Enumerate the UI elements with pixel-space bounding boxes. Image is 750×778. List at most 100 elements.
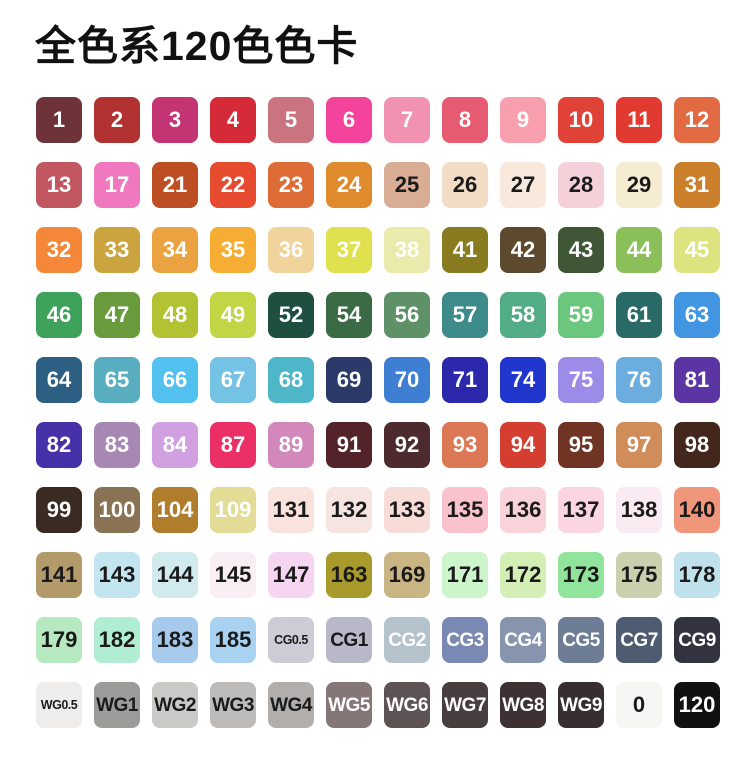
color-swatch-33: 33 <box>94 227 140 273</box>
swatch-label: 109 <box>214 497 252 522</box>
swatch-label: 82 <box>46 432 72 457</box>
swatch-label: 81 <box>684 367 710 392</box>
color-swatch-95: 95 <box>558 422 604 468</box>
color-swatch-CG7: CG7 <box>616 617 662 663</box>
swatch-label: 47 <box>104 302 130 327</box>
swatch-label: 144 <box>156 562 194 587</box>
color-swatch-131: 131 <box>268 487 314 533</box>
swatch-label: 35 <box>220 237 246 262</box>
swatch-label: 99 <box>46 497 72 522</box>
color-swatch-172: 172 <box>500 552 546 598</box>
color-swatch-70: 70 <box>384 357 430 403</box>
swatch-label: 49 <box>220 302 246 327</box>
swatch-label: 74 <box>510 367 536 392</box>
swatch-label: 66 <box>162 367 188 392</box>
swatch-label: CG5 <box>562 629 600 651</box>
swatch-label: 36 <box>278 237 304 262</box>
color-swatch-4: 4 <box>210 97 256 143</box>
swatch-label: 133 <box>388 497 426 522</box>
swatch-label: 69 <box>336 367 362 392</box>
swatch-label: 68 <box>278 367 304 392</box>
swatch-label: 100 <box>98 497 136 522</box>
color-swatch-6: 6 <box>326 97 372 143</box>
swatch-label: 63 <box>684 302 710 327</box>
swatch-label: 182 <box>98 627 136 652</box>
color-swatch-81: 81 <box>674 357 720 403</box>
color-swatch-173: 173 <box>558 552 604 598</box>
color-swatch-182: 182 <box>94 617 140 663</box>
color-swatch-141: 141 <box>36 552 82 598</box>
swatch-label: 171 <box>446 562 484 587</box>
swatch-label: 43 <box>568 237 594 262</box>
color-swatch-175: 175 <box>616 552 662 598</box>
color-swatch-71: 71 <box>442 357 488 403</box>
color-swatch-1: 1 <box>36 97 82 143</box>
color-swatch-94: 94 <box>500 422 546 468</box>
color-swatch-23: 23 <box>268 162 314 208</box>
color-swatch-93: 93 <box>442 422 488 468</box>
swatch-label: 163 <box>330 562 368 587</box>
swatch-label: WG3 <box>212 694 254 716</box>
color-swatch-WG8: WG8 <box>500 682 546 728</box>
color-swatch-109: 109 <box>210 487 256 533</box>
color-swatch-10: 10 <box>558 97 604 143</box>
swatch-label: 83 <box>104 432 130 457</box>
color-swatch-54: 54 <box>326 292 372 338</box>
swatch-label: 172 <box>504 562 542 587</box>
color-swatch-41: 41 <box>442 227 488 273</box>
swatch-label: 37 <box>336 237 362 262</box>
color-swatch-13: 13 <box>36 162 82 208</box>
color-swatch-52: 52 <box>268 292 314 338</box>
color-swatch-120: 120 <box>674 682 720 728</box>
color-swatch-26: 26 <box>442 162 488 208</box>
swatch-label: 57 <box>452 302 478 327</box>
swatch-label: 5 <box>284 107 298 132</box>
color-swatch-11: 11 <box>616 97 662 143</box>
swatch-label: 29 <box>626 172 652 197</box>
color-swatch-89: 89 <box>268 422 314 468</box>
color-swatch-WG7: WG7 <box>442 682 488 728</box>
color-swatch-132: 132 <box>326 487 372 533</box>
color-swatch-8: 8 <box>442 97 488 143</box>
swatch-label: 141 <box>40 562 78 587</box>
swatch-label: WG6 <box>386 694 428 716</box>
color-swatch-83: 83 <box>94 422 140 468</box>
swatch-label: 3 <box>168 107 182 132</box>
color-swatch-WG2: WG2 <box>152 682 198 728</box>
swatch-label: 70 <box>394 367 420 392</box>
swatch-label: 38 <box>394 237 420 262</box>
color-swatch-17: 17 <box>94 162 140 208</box>
swatch-label: 56 <box>394 302 420 327</box>
color-swatch-145: 145 <box>210 552 256 598</box>
color-swatch-91: 91 <box>326 422 372 468</box>
swatch-label: WG7 <box>444 694 486 716</box>
swatch-label: 137 <box>562 497 600 522</box>
color-swatch-12: 12 <box>674 97 720 143</box>
color-swatch-135: 135 <box>442 487 488 533</box>
swatch-label: 58 <box>510 302 536 327</box>
color-swatch-29: 29 <box>616 162 662 208</box>
color-swatch-43: 43 <box>558 227 604 273</box>
swatch-label: 48 <box>162 302 188 327</box>
color-swatch-63: 63 <box>674 292 720 338</box>
color-swatch-46: 46 <box>36 292 82 338</box>
swatch-label: 0 <box>632 692 646 717</box>
swatch-label: 12 <box>684 107 710 132</box>
swatch-label: 9 <box>516 107 530 132</box>
color-swatch-169: 169 <box>384 552 430 598</box>
swatch-label: 67 <box>220 367 246 392</box>
color-swatch-28: 28 <box>558 162 604 208</box>
color-swatch-84: 84 <box>152 422 198 468</box>
color-swatch-137: 137 <box>558 487 604 533</box>
color-swatch-24: 24 <box>326 162 372 208</box>
color-swatch-98: 98 <box>674 422 720 468</box>
swatch-label: 22 <box>220 172 246 197</box>
swatch-label: 179 <box>40 627 78 652</box>
color-swatch-CG1: CG1 <box>326 617 372 663</box>
color-swatch-74: 74 <box>500 357 546 403</box>
swatch-label: 178 <box>678 562 716 587</box>
color-swatch-183: 183 <box>152 617 198 663</box>
swatch-label: 59 <box>568 302 594 327</box>
swatch-label: 31 <box>684 172 710 197</box>
